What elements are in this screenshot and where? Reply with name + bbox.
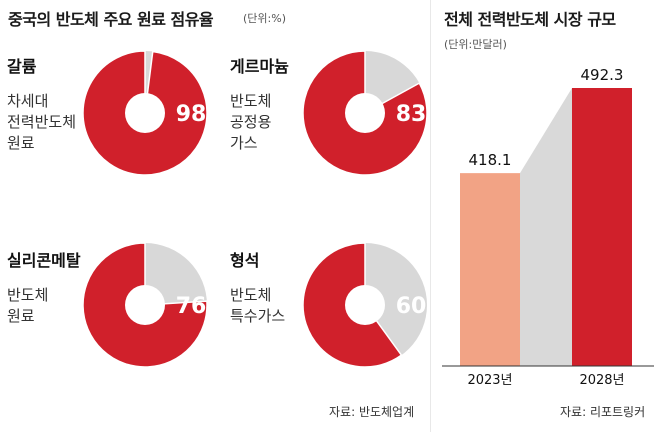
donut-hole xyxy=(345,285,385,325)
donut-value-label: 98 xyxy=(176,102,207,127)
bar-value-label: 492.3 xyxy=(581,66,624,84)
growth-ribbon xyxy=(520,88,572,366)
donut-hole xyxy=(345,93,385,133)
donut-value-label: 76 xyxy=(176,294,207,319)
bar-2023년 xyxy=(460,173,520,366)
right-chart-title: 전체 전력반도체 시장 규모 xyxy=(444,10,616,29)
donut-desc-line: 원료 xyxy=(7,134,35,152)
left-chart-unit: (단위:%) xyxy=(243,12,286,25)
donut-desc-line: 가스 xyxy=(230,134,258,152)
donut-desc-line: 원료 xyxy=(7,307,35,325)
donut-name-label: 갈륨 xyxy=(7,57,37,76)
donut-value-label: 60 xyxy=(396,294,427,319)
donut-desc-line: 공정용 xyxy=(230,113,271,131)
donut-name-label: 게르마늄 xyxy=(230,57,289,76)
right-panel: 전체 전력반도체 시장 규모 (단위:만달러) 418.1 2023년 492.3 2… xyxy=(440,0,658,432)
donut-desc-line: 반도체 xyxy=(230,286,271,304)
donut-desc-line: 전력반도체 xyxy=(7,113,76,131)
donut-desc-line: 반도체 xyxy=(230,92,271,110)
donut-desc-line: 반도체 xyxy=(7,286,48,304)
right-chart-source: 자료: 리포트링커 xyxy=(560,405,646,419)
left-chart-title: 중국의 반도체 주요 원료 점유율 xyxy=(8,10,214,29)
donut-charts: 98갈륨차세대전력반도체원료83게르마늄반도체공정용가스76실리콘메탈반도체원료… xyxy=(7,50,428,368)
donut-hole xyxy=(125,93,165,133)
donut-name-label: 실리콘메탈 xyxy=(7,251,81,270)
bar-2028년 xyxy=(572,88,632,366)
donut-hole xyxy=(125,285,165,325)
left-chart-source: 자료: 반도체업계 xyxy=(329,405,415,419)
donut-name-label: 형석 xyxy=(230,251,259,270)
right-chart-unit: (단위:만달러) xyxy=(444,38,507,51)
bar-chart: 418.1 2023년 492.3 2028년 xyxy=(442,66,654,388)
panel-divider xyxy=(430,0,431,432)
bar-category-label: 2028년 xyxy=(579,373,624,388)
bar-value-label: 418.1 xyxy=(469,151,512,169)
donut-desc-line: 특수가스 xyxy=(230,307,285,325)
donut-desc-line: 차세대 xyxy=(7,92,48,110)
bar-category-label: 2023년 xyxy=(467,373,512,388)
donut-value-label: 83 xyxy=(396,102,427,127)
